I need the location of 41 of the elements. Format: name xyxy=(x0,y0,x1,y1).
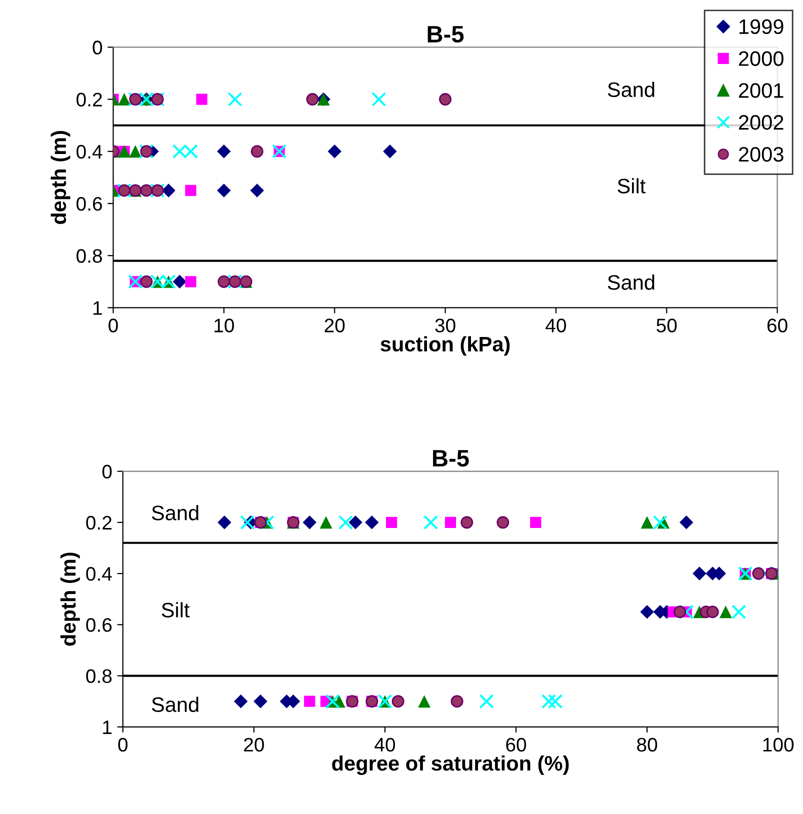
x-axis-title: suction (kPa) xyxy=(380,336,510,356)
annotation: Sand xyxy=(608,82,654,98)
x-tick-label: 30 xyxy=(435,318,456,332)
legend-label: 2003 xyxy=(738,146,784,162)
legend-label: 2000 xyxy=(738,51,784,66)
x-tick-label: 100 xyxy=(763,738,794,752)
y-tick-label: 1 xyxy=(93,301,102,315)
x-tick-label: 60 xyxy=(767,318,788,332)
y-tick-label: 1 xyxy=(103,720,112,734)
chart-title: B-5 xyxy=(428,26,464,43)
y-tick-label: 0 xyxy=(102,464,112,479)
y-tick-label: 0.8 xyxy=(86,669,112,684)
annotation: Sand xyxy=(152,505,198,520)
annotation: Silt xyxy=(162,602,190,618)
legend-label: 2002 xyxy=(738,115,784,130)
x-tick-label: 20 xyxy=(324,318,345,332)
y-tick-label: 0.4 xyxy=(76,144,102,159)
x-tick-label: 20 xyxy=(244,738,264,752)
y-axis-title: depth (m) xyxy=(50,131,70,224)
y-tick-label: 0.2 xyxy=(76,92,102,107)
y-axis-title: depth (m) xyxy=(60,552,80,646)
y-tick-label: 0 xyxy=(92,40,102,54)
annotation: Silt xyxy=(618,178,646,194)
x-tick-label: 80 xyxy=(637,738,658,752)
y-tick-label: 0.8 xyxy=(76,249,102,263)
y-tick-label: 0.6 xyxy=(86,618,112,632)
x-tick-label: 50 xyxy=(656,318,677,332)
chart-title: B-5 xyxy=(433,450,469,467)
x-tick-label: 40 xyxy=(546,318,566,332)
x-axis-title: degree of saturation (%) xyxy=(332,755,569,775)
x-tick-label: 10 xyxy=(214,318,234,332)
x-tick-label: 40 xyxy=(374,738,396,752)
y-tick-label: 0.2 xyxy=(86,516,112,530)
legend-label: 2001 xyxy=(738,83,784,98)
y-tick-label: 0.4 xyxy=(86,567,112,581)
x-tick-label: 60 xyxy=(506,738,526,752)
x-tick-label: 0 xyxy=(118,738,128,752)
y-tick-label: 0.6 xyxy=(76,196,102,211)
legend-label: 1999 xyxy=(739,19,784,34)
annotation: Sand xyxy=(152,696,198,712)
annotation: Sand xyxy=(608,274,654,290)
